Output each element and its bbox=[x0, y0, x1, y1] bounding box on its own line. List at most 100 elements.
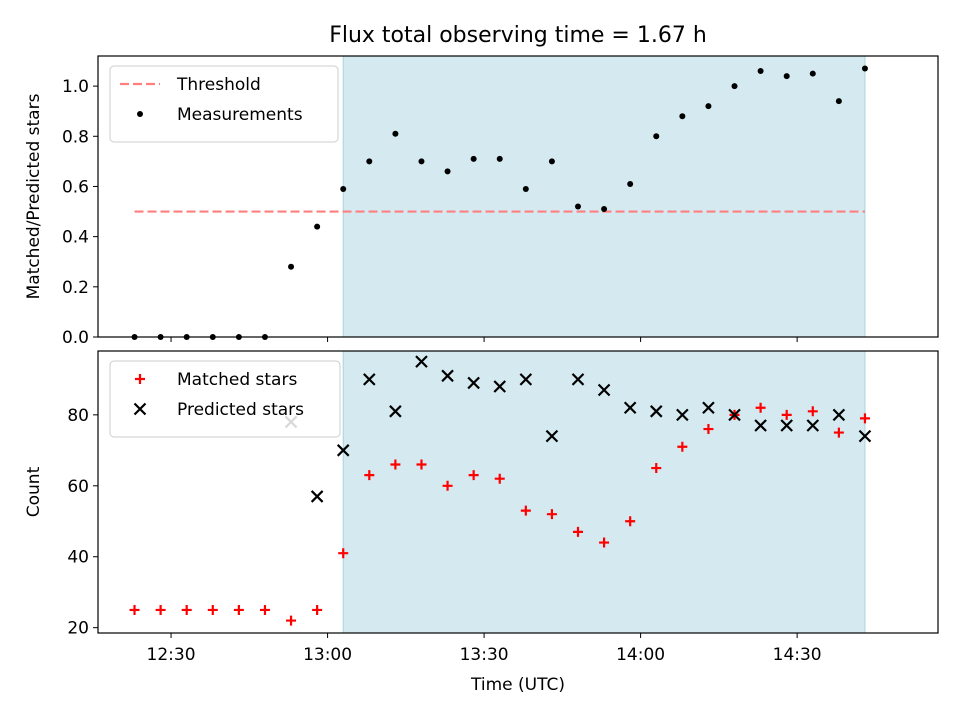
y-tick-label: 80 bbox=[67, 406, 89, 426]
measurement-point bbox=[392, 130, 399, 137]
ratio-panel: 0.0 0.2 0.4 0.6 0.8 1.0 Matched/Predicted star… bbox=[24, 55, 939, 348]
predicted-star-point bbox=[415, 355, 428, 368]
matched-star-point bbox=[599, 537, 610, 548]
measurement-point bbox=[731, 83, 738, 90]
observing-window-span bbox=[343, 56, 865, 337]
matched-star-point bbox=[651, 463, 662, 474]
predicted-star-point bbox=[571, 373, 585, 386]
x-tick-label: 12:30 bbox=[147, 645, 196, 665]
legend: Matched stars Predicted stars bbox=[109, 360, 341, 438]
predicted-star-point bbox=[806, 419, 820, 432]
matched-star-point bbox=[781, 409, 792, 420]
y-tick-label: 20 bbox=[67, 619, 89, 639]
measurement-point bbox=[548, 158, 555, 165]
measurement-point bbox=[835, 98, 842, 105]
legend-label: Matched stars bbox=[177, 370, 297, 390]
legend-predicted-swatch bbox=[133, 402, 147, 416]
predicted-star-point bbox=[676, 408, 689, 422]
chart-title: Flux total observing time = 1.67 h bbox=[329, 23, 707, 48]
measurement-point bbox=[757, 68, 764, 75]
predicted-star-point bbox=[597, 383, 611, 397]
predicted-star-point bbox=[363, 373, 376, 386]
matched-star-point bbox=[286, 615, 297, 626]
measurement-point bbox=[679, 113, 686, 120]
predicted-star-point bbox=[493, 380, 507, 393]
measurement-point bbox=[496, 155, 503, 162]
predicted-star-point bbox=[467, 376, 480, 390]
matched-star-point bbox=[625, 516, 636, 527]
predicted-star-point bbox=[780, 419, 793, 432]
y-tick-label: 0.8 bbox=[62, 127, 89, 147]
matched-star-point bbox=[703, 424, 714, 435]
predicted-star-point bbox=[702, 401, 715, 415]
legend: Threshold Measurements bbox=[109, 65, 339, 143]
matched-star-point bbox=[546, 509, 557, 520]
predicted-star-point bbox=[728, 408, 741, 422]
legend-box bbox=[109, 360, 341, 438]
y-tick-label: 0.6 bbox=[62, 177, 89, 197]
measurement-point bbox=[627, 180, 634, 187]
measurement-point bbox=[601, 206, 608, 213]
predicted-star-point bbox=[754, 419, 767, 432]
predicted-star-point bbox=[858, 429, 872, 443]
matched-star-point bbox=[494, 473, 505, 484]
legend-box bbox=[109, 65, 339, 143]
axes-frame bbox=[97, 55, 939, 338]
matched-star-point bbox=[129, 604, 140, 615]
matched-star-point bbox=[155, 604, 166, 615]
measurement-point bbox=[314, 223, 321, 230]
measurement-point bbox=[418, 158, 425, 165]
predicted-star-point bbox=[441, 369, 454, 383]
x-tick-label: 14:30 bbox=[773, 645, 822, 665]
matched-star-point bbox=[573, 526, 583, 537]
measurement-point bbox=[340, 185, 347, 192]
y-axis-label: Matched/Predicted stars bbox=[24, 93, 44, 299]
legend-measurement-swatch bbox=[137, 111, 143, 117]
measurement-point bbox=[575, 203, 581, 210]
y-tick-label: 0.4 bbox=[62, 228, 89, 248]
matched-star-point bbox=[390, 459, 401, 470]
measurement-point bbox=[470, 155, 477, 162]
predicted-star-point bbox=[623, 401, 637, 415]
legend-matched-swatch bbox=[135, 374, 145, 384]
measurement-point bbox=[809, 70, 816, 77]
predicted-star-point bbox=[336, 444, 350, 457]
predicted-star-point bbox=[519, 373, 533, 386]
matched-star-point bbox=[755, 402, 766, 413]
matched-star-point bbox=[833, 427, 844, 438]
matched-star-point bbox=[859, 413, 870, 424]
legend-label: Measurements bbox=[177, 105, 303, 125]
y-tick-label: 0.0 bbox=[62, 328, 89, 348]
y-tick-label: 60 bbox=[67, 477, 89, 497]
x-tick-label: 14:00 bbox=[616, 645, 665, 665]
measurement-point bbox=[288, 263, 295, 270]
matched-star-point bbox=[468, 470, 479, 481]
matched-star-point bbox=[442, 480, 453, 491]
predicted-star-point bbox=[832, 408, 846, 422]
y-tick-label: 1.0 bbox=[62, 77, 89, 97]
matched-star-point bbox=[181, 604, 192, 615]
y-tick-label: 40 bbox=[67, 548, 89, 568]
predicted-star-point bbox=[649, 405, 663, 418]
measurement-point bbox=[444, 168, 451, 175]
measurement-point bbox=[705, 103, 712, 110]
x-axis-label: Time (UTC) bbox=[470, 675, 565, 695]
x-tick-label: 13:30 bbox=[460, 645, 509, 665]
matched-star-point bbox=[364, 470, 375, 481]
y-axis-label: Count bbox=[24, 466, 44, 517]
count-panel: 20 40 60 80 12:30 13:00 13:30 14:00 14:30 Count Ti… bbox=[24, 350, 939, 695]
observing-window-span bbox=[343, 351, 865, 633]
x-tick-label: 13:00 bbox=[303, 645, 352, 665]
matched-star-point bbox=[207, 604, 218, 615]
predicted-star-point bbox=[389, 405, 402, 418]
axes-frame bbox=[97, 350, 939, 634]
matched-star-point bbox=[233, 604, 244, 615]
y-tick-label: 0.2 bbox=[62, 278, 89, 298]
measurement-point bbox=[653, 133, 660, 140]
matched-star-point bbox=[520, 505, 531, 516]
matched-star-point bbox=[807, 406, 818, 417]
matched-star-point bbox=[338, 548, 349, 559]
legend-label: Threshold bbox=[176, 75, 261, 95]
legend-label: Predicted stars bbox=[177, 400, 304, 420]
